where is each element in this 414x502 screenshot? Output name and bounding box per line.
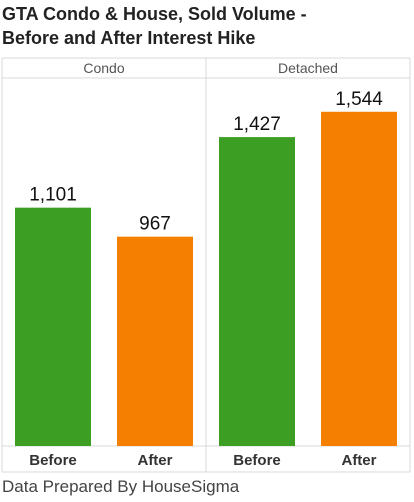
x-tick-label: After (341, 452, 376, 469)
bar-detached-after (321, 111, 397, 446)
panel-header-label: Condo (83, 60, 124, 76)
bar-detached-before (219, 137, 295, 446)
x-tick-label: After (137, 452, 172, 469)
chart-title: GTA Condo & House, Sold Volume - Before … (2, 2, 410, 50)
panel-header-label: Detached (278, 60, 338, 76)
bar-condo-after (117, 236, 193, 446)
bar-condo-before (15, 207, 91, 446)
bar-value-label: 967 (139, 214, 171, 235)
chart-title-line-2: Before and After Interest Hike (2, 28, 256, 48)
x-tick-label: Before (233, 452, 281, 469)
bar-chart: Condo 1,101 Before 967 After Detached 1,427 Bef… (1, 57, 411, 473)
chart-title-line-1: GTA Condo & House, Sold Volume - (2, 4, 307, 24)
x-tick-label: Before (29, 452, 77, 469)
footer-credit: Data Prepared By HouseSigma (2, 477, 240, 496)
bar-value-label: 1,544 (335, 89, 383, 110)
bar-value-label: 1,101 (29, 185, 77, 206)
bar-value-label: 1,427 (233, 114, 281, 135)
